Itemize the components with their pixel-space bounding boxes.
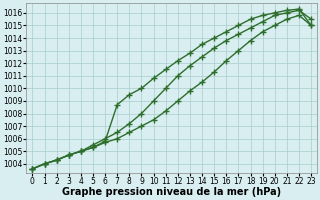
X-axis label: Graphe pression niveau de la mer (hPa): Graphe pression niveau de la mer (hPa)	[62, 187, 281, 197]
